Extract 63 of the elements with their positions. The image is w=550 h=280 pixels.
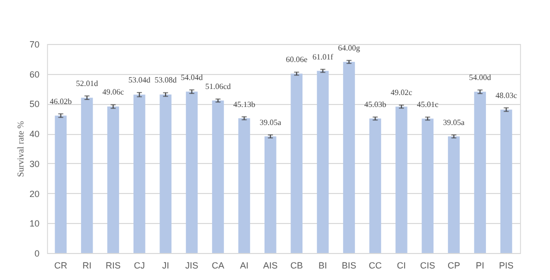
x-tick-label: BIS bbox=[342, 260, 356, 270]
x-tick-label: CB bbox=[290, 260, 303, 270]
data-label: 39.05a bbox=[443, 118, 466, 127]
y-tick-label: 40 bbox=[29, 129, 40, 140]
data-label: 54.00d bbox=[469, 72, 492, 82]
bar bbox=[54, 116, 67, 253]
data-label: 51.06cd bbox=[205, 82, 231, 92]
data-label: 39.05a bbox=[260, 118, 282, 127]
data-label: 61.01f bbox=[312, 52, 334, 62]
bar bbox=[107, 106, 120, 253]
data-label: 49.06c bbox=[102, 88, 124, 97]
x-tick-label: RIS bbox=[106, 260, 121, 270]
data-label: 45.03b bbox=[364, 100, 386, 110]
bar bbox=[186, 92, 198, 253]
bar bbox=[448, 136, 460, 253]
x-tick-label: CIS bbox=[420, 260, 436, 270]
data-label: 53.04d bbox=[128, 76, 150, 85]
x-tick-label: BI bbox=[318, 260, 328, 270]
data-label: 53.08d bbox=[154, 76, 177, 85]
x-tick-label: PI bbox=[476, 260, 484, 270]
y-axis-title: Survival rate % bbox=[15, 120, 26, 177]
data-label: 46.02b bbox=[50, 96, 72, 106]
x-tick-label: JI bbox=[162, 260, 170, 270]
y-tick-label: 50 bbox=[29, 99, 40, 110]
y-tick-label: 30 bbox=[29, 158, 40, 169]
bar bbox=[290, 74, 302, 253]
bar bbox=[474, 92, 486, 253]
x-tick-label: PIS bbox=[498, 260, 514, 270]
data-label: 49.02c bbox=[390, 88, 413, 98]
bar bbox=[238, 118, 250, 253]
bar bbox=[422, 118, 434, 253]
bar bbox=[212, 100, 224, 253]
y-tick-label: 10 bbox=[29, 218, 40, 229]
y-tick-label: 60 bbox=[29, 69, 40, 80]
x-tick-label: CI bbox=[396, 260, 406, 270]
x-tick-label: RI bbox=[82, 260, 92, 270]
bar bbox=[264, 136, 276, 253]
x-tick-label: AIS bbox=[263, 260, 278, 270]
x-tick-label: CA bbox=[212, 260, 224, 270]
bar bbox=[133, 94, 146, 253]
x-tick-label: CJ bbox=[134, 260, 145, 270]
bar bbox=[316, 70, 329, 253]
y-tick-label: 70 bbox=[29, 40, 40, 50]
bar bbox=[343, 62, 355, 253]
data-label: 45.13b bbox=[233, 100, 256, 109]
bar bbox=[81, 98, 93, 253]
x-tick-label: CC bbox=[368, 260, 382, 270]
data-label: 48.03c bbox=[495, 90, 518, 100]
bar bbox=[396, 106, 408, 253]
data-label: 64.00g bbox=[338, 43, 360, 52]
bar bbox=[160, 94, 172, 253]
data-label: 60.06e bbox=[286, 55, 308, 64]
y-tick-label: 20 bbox=[29, 188, 40, 199]
data-label: 45.01c bbox=[416, 100, 439, 110]
x-tick-label: CP bbox=[448, 260, 460, 270]
x-tick-label: AI bbox=[240, 260, 248, 270]
data-label: 52.01d bbox=[76, 78, 98, 88]
y-tick-label: 0 bbox=[34, 248, 40, 258]
bar bbox=[500, 110, 512, 253]
x-tick-label: CR bbox=[54, 260, 68, 270]
x-tick-label: JIS bbox=[185, 260, 198, 270]
data-label: 54.04d bbox=[180, 72, 203, 82]
bar bbox=[369, 118, 382, 253]
